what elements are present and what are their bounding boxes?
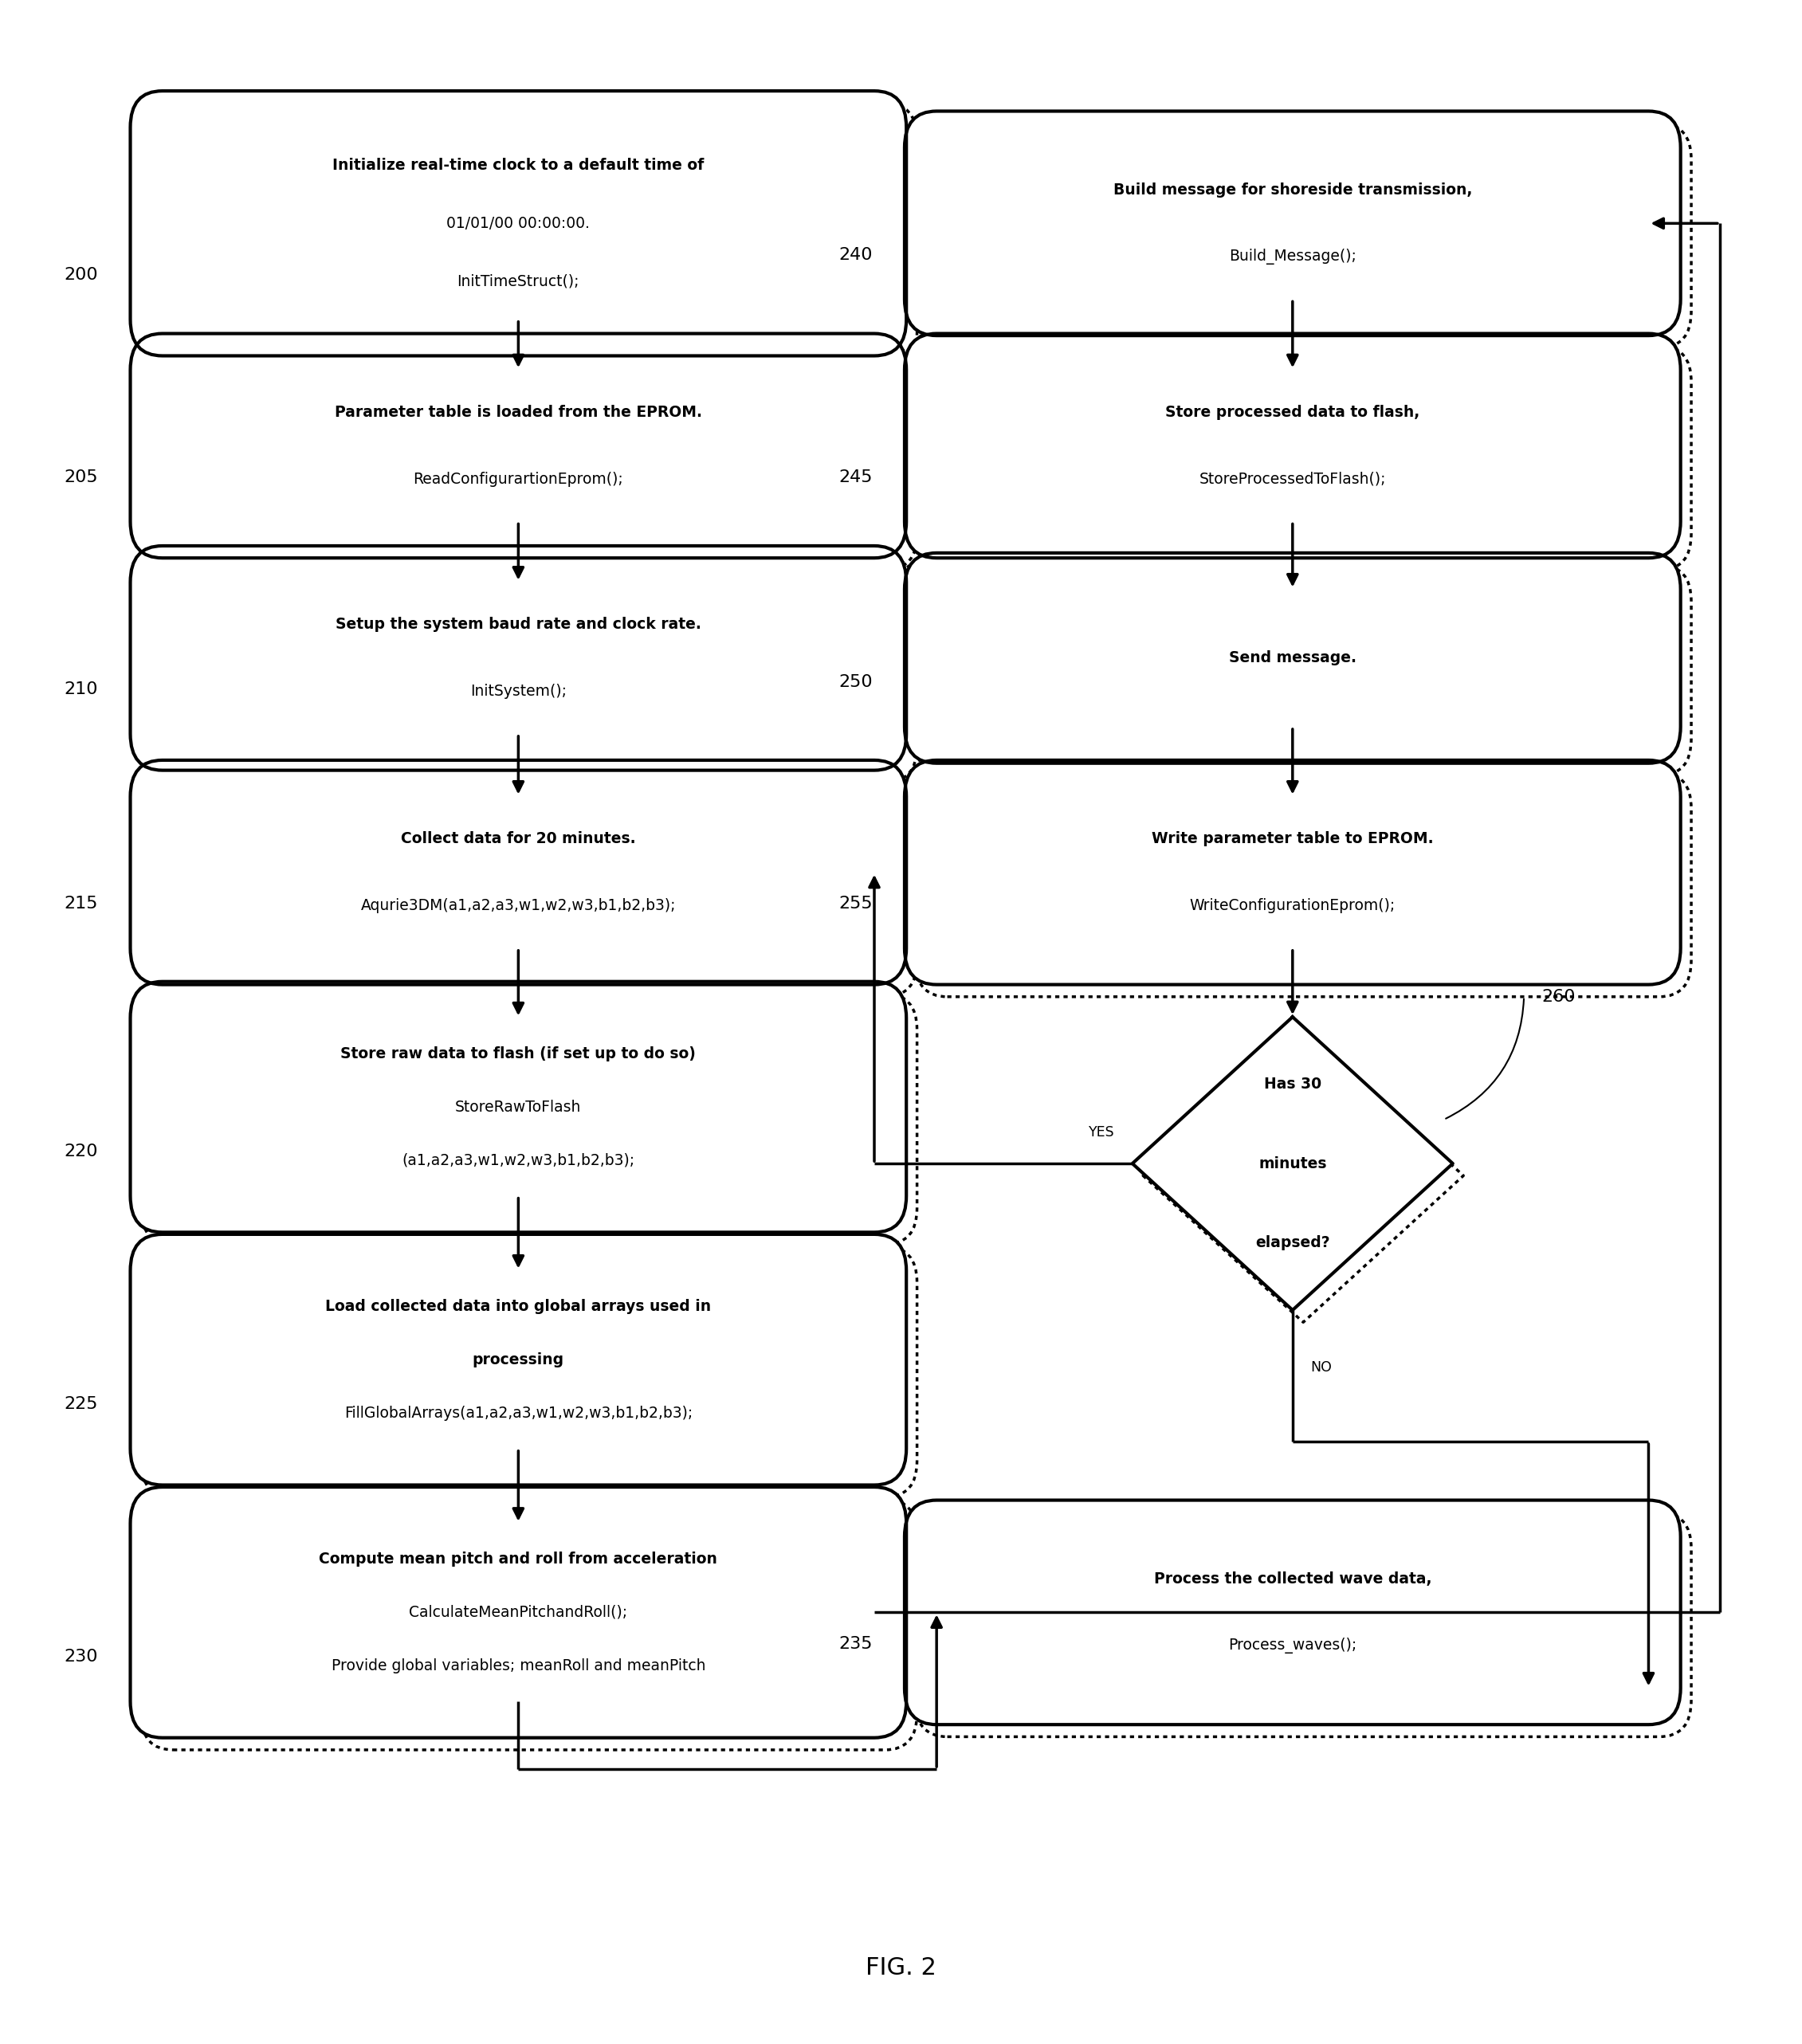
FancyBboxPatch shape	[130, 981, 906, 1233]
Text: Initialize real-time clock to a default time of: Initialize real-time clock to a default …	[333, 157, 705, 174]
Text: (a1,a2,a3,w1,w2,w3,b1,b2,b3);: (a1,a2,a3,w1,w2,w3,b1,b2,b3);	[402, 1153, 634, 1167]
Text: Has 30: Has 30	[1263, 1077, 1321, 1091]
Text: StoreRawToFlash: StoreRawToFlash	[456, 1100, 582, 1114]
Text: 255: 255	[838, 895, 872, 912]
Text: Process_waves();: Process_waves();	[1229, 1637, 1357, 1654]
Text: InitTimeStruct();: InitTimeStruct();	[458, 274, 580, 288]
Text: Build message for shoreside transmission,: Build message for shoreside transmission…	[1114, 182, 1472, 198]
Text: 235: 235	[838, 1635, 872, 1652]
FancyBboxPatch shape	[905, 554, 1681, 762]
Text: processing: processing	[472, 1351, 564, 1367]
Text: elapsed?: elapsed?	[1256, 1235, 1330, 1251]
Text: FillGlobalArrays(a1,a2,a3,w1,w2,w3,b1,b2,b3);: FillGlobalArrays(a1,a2,a3,w1,w2,w3,b1,b2…	[344, 1406, 692, 1421]
Text: 215: 215	[65, 895, 99, 912]
Text: 200: 200	[65, 268, 99, 282]
Text: minutes: minutes	[1258, 1157, 1326, 1171]
FancyBboxPatch shape	[130, 1235, 906, 1486]
Polygon shape	[1132, 1018, 1452, 1310]
FancyBboxPatch shape	[130, 90, 906, 356]
FancyBboxPatch shape	[130, 760, 906, 985]
Text: Load collected data into global arrays used in: Load collected data into global arrays u…	[326, 1298, 712, 1314]
Text: NO: NO	[1310, 1361, 1332, 1376]
Text: Send message.: Send message.	[1229, 650, 1357, 666]
Text: Store raw data to flash (if set up to do so): Store raw data to flash (if set up to do…	[341, 1047, 696, 1061]
Text: 250: 250	[838, 675, 872, 691]
Text: Write parameter table to EPROM.: Write parameter table to EPROM.	[1151, 832, 1433, 846]
Text: Provide global variables; meanRoll and meanPitch: Provide global variables; meanRoll and m…	[332, 1658, 705, 1674]
Text: 205: 205	[65, 470, 99, 484]
Text: YES: YES	[1088, 1124, 1115, 1139]
Text: 240: 240	[838, 247, 872, 264]
Text: 230: 230	[65, 1650, 99, 1666]
FancyBboxPatch shape	[905, 110, 1681, 335]
Text: Aqurie3DM(a1,a2,a3,w1,w2,w3,b1,b2,b3);: Aqurie3DM(a1,a2,a3,w1,w2,w3,b1,b2,b3);	[360, 897, 676, 914]
Text: Build_Message();: Build_Message();	[1229, 249, 1357, 264]
FancyBboxPatch shape	[905, 333, 1681, 558]
Text: Process the collected wave data,: Process the collected wave data,	[1153, 1572, 1431, 1586]
Text: Parameter table is loaded from the EPROM.: Parameter table is loaded from the EPROM…	[335, 405, 703, 419]
Text: Collect data for 20 minutes.: Collect data for 20 minutes.	[400, 832, 636, 846]
Text: Setup the system baud rate and clock rate.: Setup the system baud rate and clock rat…	[335, 617, 701, 632]
Text: Compute mean pitch and roll from acceleration: Compute mean pitch and roll from acceler…	[319, 1551, 717, 1566]
Text: 220: 220	[65, 1143, 99, 1159]
Text: 245: 245	[838, 470, 872, 484]
Text: InitSystem();: InitSystem();	[470, 685, 566, 699]
FancyBboxPatch shape	[905, 760, 1681, 985]
Text: 260: 260	[1543, 989, 1575, 1006]
Text: FIG. 2: FIG. 2	[865, 1956, 937, 1981]
Text: Store processed data to flash,: Store processed data to flash,	[1166, 405, 1420, 419]
FancyBboxPatch shape	[130, 546, 906, 771]
FancyBboxPatch shape	[130, 333, 906, 558]
Text: CalculateMeanPitchandRoll();: CalculateMeanPitchandRoll();	[409, 1605, 627, 1621]
Text: WriteConfigurationEprom();: WriteConfigurationEprom();	[1189, 897, 1395, 914]
Text: StoreProcessedToFlash();: StoreProcessedToFlash();	[1198, 472, 1386, 486]
Text: 225: 225	[65, 1396, 99, 1412]
Text: ReadConfigurartionEprom();: ReadConfigurartionEprom();	[413, 472, 623, 486]
Text: 210: 210	[65, 681, 99, 697]
Text: 01/01/00 00:00:00.: 01/01/00 00:00:00.	[447, 217, 589, 231]
FancyBboxPatch shape	[130, 1488, 906, 1737]
FancyBboxPatch shape	[905, 1500, 1681, 1725]
